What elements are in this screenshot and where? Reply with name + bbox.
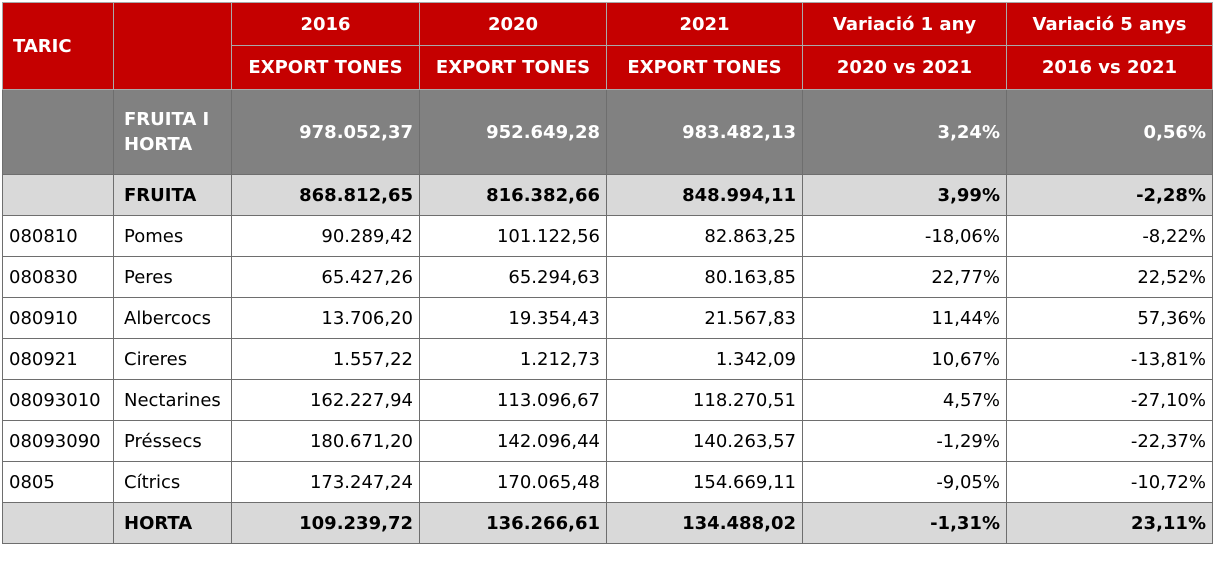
row-var1: 4,57%	[802, 379, 1007, 421]
row-2016: 13.706,20	[231, 297, 420, 339]
row-code: 080830	[2, 256, 114, 298]
total-var1: 3,24%	[802, 89, 1007, 175]
row-name: Peres	[113, 256, 232, 298]
subtotal-label: HORTA	[113, 502, 232, 544]
subtotal-row-horta: HORTA 109.239,72 136.266,61 134.488,02 -…	[2, 502, 1213, 544]
row-code: 080810	[2, 215, 114, 257]
row-var1: 10,67%	[802, 338, 1007, 380]
header-year-2016: 2016	[231, 2, 420, 46]
row-2016: 173.247,24	[231, 461, 420, 503]
total-var5: 0,56%	[1006, 89, 1213, 175]
table-row: 080910 Albercocs 13.706,20 19.354,43 21.…	[2, 297, 1213, 339]
header-export-2020: EXPORT TONES	[419, 45, 607, 90]
row-2016: 162.227,94	[231, 379, 420, 421]
row-2021: 140.263,57	[606, 420, 803, 462]
subtotal-2020: 136.266,61	[419, 502, 607, 544]
table-row: 080830 Peres 65.427,26 65.294,63 80.163,…	[2, 256, 1213, 298]
row-2021: 80.163,85	[606, 256, 803, 298]
subtotal-label: FRUITA	[113, 174, 232, 216]
subtotal-var5: 23,11%	[1006, 502, 1213, 544]
row-2016: 180.671,20	[231, 420, 420, 462]
subtotal-var1: 3,99%	[802, 174, 1007, 216]
row-name: Albercocs	[113, 297, 232, 339]
row-name: Cítrics	[113, 461, 232, 503]
row-var1: -1,29%	[802, 420, 1007, 462]
row-name: Cireres	[113, 338, 232, 380]
header-product	[113, 2, 232, 90]
row-code: 0805	[2, 461, 114, 503]
row-2021: 21.567,83	[606, 297, 803, 339]
row-var1: -18,06%	[802, 215, 1007, 257]
row-2020: 19.354,43	[419, 297, 607, 339]
row-2016: 1.557,22	[231, 338, 420, 380]
row-var5: 22,52%	[1006, 256, 1213, 298]
row-2016: 90.289,42	[231, 215, 420, 257]
row-var5: -10,72%	[1006, 461, 1213, 503]
row-2020: 101.122,56	[419, 215, 607, 257]
table-row: 080810 Pomes 90.289,42 101.122,56 82.863…	[2, 215, 1213, 257]
total-2020: 952.649,28	[419, 89, 607, 175]
header-row-units: EXPORT TONES EXPORT TONES EXPORT TONES 2…	[3, 45, 1213, 90]
row-2021: 118.270,51	[606, 379, 803, 421]
subtotal-row-fruita: FRUITA 868.812,65 816.382,66 848.994,11 …	[2, 174, 1213, 216]
row-var5: -13,81%	[1006, 338, 1213, 380]
header-taric: TARIC	[2, 2, 114, 90]
total-2016: 978.052,37	[231, 89, 420, 175]
row-2021: 1.342,09	[606, 338, 803, 380]
row-2021: 82.863,25	[606, 215, 803, 257]
row-var5: -27,10%	[1006, 379, 1213, 421]
row-code: 08093010	[2, 379, 114, 421]
export-table: TARIC 2016 2020 2021 Variació 1 any Vari…	[2, 2, 1213, 544]
row-var1: -9,05%	[802, 461, 1007, 503]
header-export-2016: EXPORT TONES	[231, 45, 420, 90]
total-label: FRUITA I HORTA	[113, 89, 232, 175]
row-2021: 154.669,11	[606, 461, 803, 503]
row-2020: 142.096,44	[419, 420, 607, 462]
row-var1: 22,77%	[802, 256, 1007, 298]
table-row: 080921 Cireres 1.557,22 1.212,73 1.342,0…	[2, 338, 1213, 380]
subtotal-code	[2, 174, 114, 216]
header-export-2021: EXPORT TONES	[606, 45, 803, 90]
subtotal-2021: 134.488,02	[606, 502, 803, 544]
subtotal-code	[2, 502, 114, 544]
table-row: 08093090 Préssecs 180.671,20 142.096,44 …	[2, 420, 1213, 462]
row-code: 08093090	[2, 420, 114, 462]
row-name: Pomes	[113, 215, 232, 257]
row-2020: 65.294,63	[419, 256, 607, 298]
subtotal-2021: 848.994,11	[606, 174, 803, 216]
total-row: FRUITA I HORTA 978.052,37 952.649,28 983…	[2, 89, 1213, 175]
row-code: 080921	[2, 338, 114, 380]
header-variation-1: Variació 1 any	[802, 2, 1007, 46]
row-var5: -22,37%	[1006, 420, 1213, 462]
subtotal-var1: -1,31%	[802, 502, 1007, 544]
header-row-years: TARIC 2016 2020 2021 Variació 1 any Vari…	[2, 2, 1213, 90]
row-2016: 65.427,26	[231, 256, 420, 298]
total-2021: 983.482,13	[606, 89, 803, 175]
row-name: Préssecs	[113, 420, 232, 462]
row-var1: 11,44%	[802, 297, 1007, 339]
header-variation-5: Variació 5 anys	[1006, 2, 1213, 46]
subtotal-2020: 816.382,66	[419, 174, 607, 216]
row-2020: 113.096,67	[419, 379, 607, 421]
subtotal-2016: 109.239,72	[231, 502, 420, 544]
subtotal-2016: 868.812,65	[231, 174, 420, 216]
header-compare-1: 2020 vs 2021	[802, 45, 1007, 90]
total-code	[2, 89, 114, 175]
table-row: 08093010 Nectarines 162.227,94 113.096,6…	[2, 379, 1213, 421]
header-year-2021: 2021	[606, 2, 803, 46]
table-row: 0805 Cítrics 173.247,24 170.065,48 154.6…	[2, 461, 1213, 503]
row-var5: -8,22%	[1006, 215, 1213, 257]
header-year-2020: 2020	[419, 2, 607, 46]
row-code: 080910	[2, 297, 114, 339]
header-compare-5: 2016 vs 2021	[1006, 45, 1213, 90]
row-2020: 170.065,48	[419, 461, 607, 503]
row-name: Nectarines	[113, 379, 232, 421]
row-var5: 57,36%	[1006, 297, 1213, 339]
row-2020: 1.212,73	[419, 338, 607, 380]
subtotal-var5: -2,28%	[1006, 174, 1213, 216]
